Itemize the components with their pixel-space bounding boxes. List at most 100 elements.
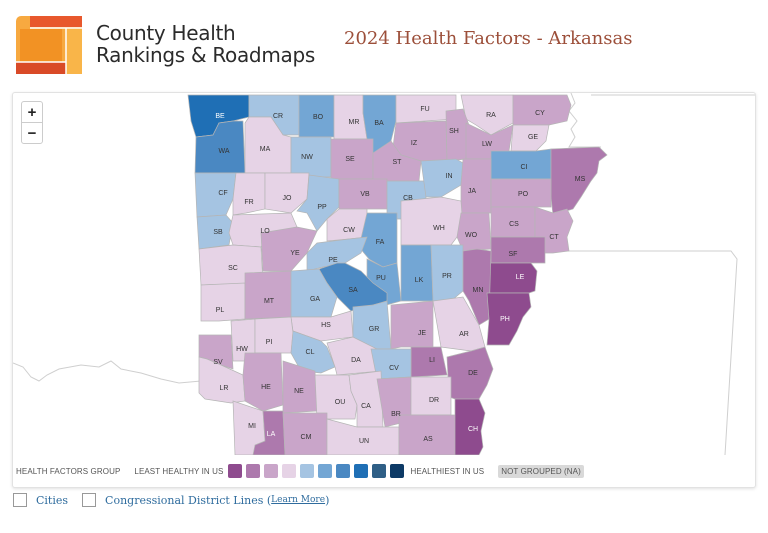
districts-option[interactable]: Congressional District Lines ( Learn Mor… <box>82 493 329 507</box>
county-PO[interactable] <box>490 178 552 208</box>
zoom-control: + − <box>21 101 43 144</box>
svg-text:AS: AS <box>423 436 433 443</box>
county-WH[interactable] <box>400 196 464 246</box>
svg-text:PE: PE <box>328 257 338 264</box>
svg-text:CW: CW <box>343 227 355 234</box>
legend-swatch-6[interactable] <box>318 464 333 478</box>
svg-text:PH: PH <box>500 316 510 323</box>
svg-text:IN: IN <box>446 173 453 180</box>
districts-checkbox[interactable] <box>82 493 97 507</box>
legend-swatch-1[interactable] <box>228 464 243 478</box>
svg-text:WH: WH <box>433 225 445 232</box>
map-options: Cities Congressional District Lines ( Le… <box>13 493 343 507</box>
legend-healthiest-label: HEALTHIEST IN US <box>410 466 485 476</box>
svg-text:HW: HW <box>236 346 248 353</box>
svg-text:PL: PL <box>216 307 225 314</box>
svg-text:CB: CB <box>403 195 413 202</box>
county-MS[interactable] <box>550 146 608 216</box>
close-paren: ) <box>325 493 330 507</box>
legend-swatch-3[interactable] <box>264 464 279 478</box>
svg-text:MS: MS <box>575 176 586 183</box>
svg-text:LA: LA <box>267 431 276 438</box>
svg-text:ST: ST <box>393 159 403 166</box>
legend-swatch-10[interactable] <box>390 464 405 478</box>
county-JA[interactable] <box>460 158 492 214</box>
svg-text:HE: HE <box>261 384 271 391</box>
svg-text:CR: CR <box>273 113 283 120</box>
svg-text:CF: CF <box>218 190 227 197</box>
map-container[interactable]: BE CR BO MR BA FU RA CY WA MA NW SE IZ SH LW GE ST CI M… <box>12 92 756 488</box>
county-CF[interactable] <box>194 172 237 218</box>
county-HE[interactable] <box>242 352 284 412</box>
svg-text:FA: FA <box>376 239 385 246</box>
county-DE[interactable] <box>446 346 494 402</box>
legend-swatch-7[interactable] <box>336 464 351 478</box>
legend-swatch-8[interactable] <box>354 464 369 478</box>
legend-least-healthy-label: LEAST HEALTHY IN US <box>134 466 224 476</box>
county-CM[interactable] <box>282 412 328 455</box>
cities-checkbox[interactable] <box>13 493 27 507</box>
brand-line-2: Rankings & Roadmaps <box>96 43 315 67</box>
county-DR[interactable] <box>410 376 452 416</box>
county-MT[interactable] <box>244 270 292 320</box>
svg-text:PU: PU <box>376 275 386 282</box>
cities-option[interactable]: Cities <box>13 493 68 507</box>
county-labels: BE CR BO MR BA FU RA CY WA MA NW SE IZ SH LW GE ST CI M… <box>213 106 585 445</box>
svg-text:CI: CI <box>521 164 528 171</box>
county-PH[interactable] <box>486 292 532 346</box>
svg-text:PP: PP <box>317 204 327 211</box>
svg-text:LI: LI <box>429 357 435 364</box>
svg-text:CT: CT <box>549 234 559 241</box>
county-LK[interactable] <box>400 244 434 302</box>
learn-more-link[interactable]: Learn More <box>271 495 326 505</box>
county-PL[interactable] <box>200 282 246 322</box>
legend-swatch-5[interactable] <box>300 464 315 478</box>
county-PI[interactable] <box>254 316 294 354</box>
county-CW[interactable] <box>326 208 368 242</box>
county-CH[interactable] <box>454 398 486 455</box>
svg-text:GE: GE <box>528 134 538 141</box>
svg-text:NW: NW <box>301 154 313 161</box>
svg-text:DR: DR <box>429 397 439 404</box>
svg-text:SH: SH <box>449 128 459 135</box>
legend-swatch-2[interactable] <box>246 464 261 478</box>
county-JE[interactable] <box>390 300 434 350</box>
county-LE[interactable] <box>486 262 538 294</box>
county-IN[interactable] <box>420 158 464 198</box>
county-CL[interactable] <box>290 330 336 374</box>
svg-text:LW: LW <box>482 141 492 148</box>
legend-swatch-4[interactable] <box>282 464 297 478</box>
legend-swatch-9[interactable] <box>372 464 387 478</box>
county-SF[interactable] <box>490 236 546 264</box>
svg-text:DA: DA <box>351 357 361 364</box>
svg-text:CM: CM <box>301 434 312 441</box>
county-FR[interactable] <box>232 172 266 216</box>
county-GE[interactable] <box>510 124 550 152</box>
county-SH[interactable] <box>445 108 470 162</box>
svg-text:WA: WA <box>218 148 229 155</box>
county-MR[interactable] <box>333 94 368 140</box>
county-AS[interactable] <box>398 414 458 455</box>
brand-name[interactable]: County Health Rankings & Roadmaps <box>96 22 315 66</box>
county-map[interactable]: BE CR BO MR BA FU RA CY WA MA NW SE IZ SH LW GE ST CI M… <box>13 93 755 455</box>
svg-text:RA: RA <box>486 112 496 119</box>
svg-text:BA: BA <box>374 120 384 127</box>
svg-text:CV: CV <box>389 365 399 372</box>
svg-text:CS: CS <box>509 221 519 228</box>
svg-text:SB: SB <box>213 229 223 236</box>
svg-text:CL: CL <box>306 349 315 356</box>
svg-text:IZ: IZ <box>411 140 418 147</box>
county-LA[interactable] <box>252 410 286 455</box>
county-MN[interactable] <box>462 248 492 326</box>
cities-label: Cities <box>36 493 69 507</box>
districts-label: Congressional District Lines ( <box>105 493 272 507</box>
svg-text:FR: FR <box>244 199 253 206</box>
county-JO[interactable] <box>264 172 310 214</box>
zoom-out-button[interactable]: − <box>22 122 42 143</box>
svg-text:MN: MN <box>473 287 484 294</box>
county-PR[interactable] <box>430 244 464 302</box>
svg-text:FU: FU <box>420 106 429 113</box>
svg-text:SE: SE <box>345 156 355 163</box>
legend-not-grouped-badge[interactable]: NOT GROUPED (NA) <box>498 464 584 478</box>
zoom-in-button[interactable]: + <box>27 103 37 121</box>
